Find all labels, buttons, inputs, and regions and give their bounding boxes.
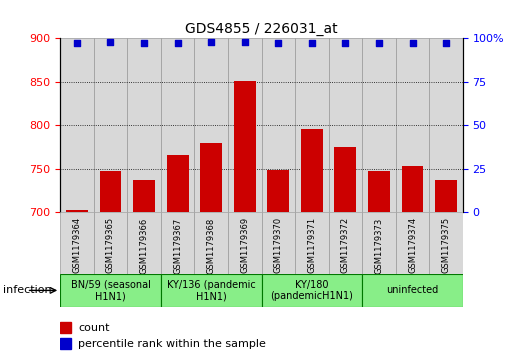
Text: count: count bbox=[78, 323, 110, 333]
Bar bbox=[295, 38, 328, 212]
Bar bbox=[435, 180, 457, 212]
Bar bbox=[429, 212, 463, 274]
Bar bbox=[195, 38, 228, 212]
Bar bbox=[429, 38, 463, 212]
Point bbox=[174, 40, 182, 46]
Bar bbox=[396, 212, 429, 274]
Point bbox=[106, 39, 115, 45]
Point bbox=[408, 40, 417, 46]
Point bbox=[341, 40, 349, 46]
Title: GDS4855 / 226031_at: GDS4855 / 226031_at bbox=[185, 22, 338, 36]
Bar bbox=[328, 38, 362, 212]
Bar bbox=[66, 210, 88, 212]
Bar bbox=[396, 38, 429, 212]
Point bbox=[274, 40, 282, 46]
Bar bbox=[362, 212, 396, 274]
Bar bbox=[362, 274, 463, 307]
Point bbox=[375, 40, 383, 46]
Text: KY/136 (pandemic
H1N1): KY/136 (pandemic H1N1) bbox=[167, 280, 256, 301]
Point bbox=[442, 40, 450, 46]
Text: uninfected: uninfected bbox=[386, 285, 439, 295]
Bar bbox=[167, 155, 188, 212]
Point bbox=[207, 39, 215, 45]
Bar bbox=[161, 274, 262, 307]
Bar bbox=[402, 166, 424, 212]
Bar bbox=[60, 338, 72, 349]
Bar bbox=[133, 180, 155, 212]
Text: GSM1179367: GSM1179367 bbox=[173, 217, 182, 274]
Text: infection: infection bbox=[3, 285, 51, 295]
Bar bbox=[94, 38, 127, 212]
Bar bbox=[234, 81, 256, 212]
Text: GSM1179371: GSM1179371 bbox=[308, 217, 316, 273]
Bar bbox=[262, 38, 295, 212]
Text: KY/180
(pandemicH1N1): KY/180 (pandemicH1N1) bbox=[270, 280, 353, 301]
Bar bbox=[195, 212, 228, 274]
Bar bbox=[127, 212, 161, 274]
Text: BN/59 (seasonal
H1N1): BN/59 (seasonal H1N1) bbox=[71, 280, 151, 301]
Bar bbox=[60, 322, 72, 333]
Bar bbox=[267, 170, 289, 212]
Point bbox=[308, 40, 316, 46]
Text: GSM1179365: GSM1179365 bbox=[106, 217, 115, 273]
Bar bbox=[301, 129, 323, 212]
Bar bbox=[262, 212, 295, 274]
Bar bbox=[228, 212, 262, 274]
Bar bbox=[161, 38, 195, 212]
Bar bbox=[335, 147, 356, 212]
Bar bbox=[94, 212, 127, 274]
Text: GSM1179366: GSM1179366 bbox=[140, 217, 149, 274]
Text: GSM1179372: GSM1179372 bbox=[341, 217, 350, 273]
Point bbox=[73, 40, 81, 46]
Bar bbox=[60, 212, 94, 274]
Bar bbox=[228, 38, 262, 212]
Text: GSM1179368: GSM1179368 bbox=[207, 217, 215, 274]
Point bbox=[140, 40, 148, 46]
Bar bbox=[161, 212, 195, 274]
Bar bbox=[295, 212, 328, 274]
Text: percentile rank within the sample: percentile rank within the sample bbox=[78, 339, 266, 348]
Text: GSM1179369: GSM1179369 bbox=[240, 217, 249, 273]
Bar bbox=[200, 143, 222, 212]
Point bbox=[241, 39, 249, 45]
Text: GSM1179364: GSM1179364 bbox=[72, 217, 82, 273]
Text: GSM1179375: GSM1179375 bbox=[441, 217, 451, 273]
Bar bbox=[99, 171, 121, 212]
Bar bbox=[368, 171, 390, 212]
Bar bbox=[60, 274, 161, 307]
Text: GSM1179374: GSM1179374 bbox=[408, 217, 417, 273]
Bar bbox=[262, 274, 362, 307]
Bar bbox=[362, 38, 396, 212]
Bar bbox=[328, 212, 362, 274]
Text: GSM1179370: GSM1179370 bbox=[274, 217, 283, 273]
Bar bbox=[127, 38, 161, 212]
Bar bbox=[60, 38, 94, 212]
Text: GSM1179373: GSM1179373 bbox=[374, 217, 383, 274]
